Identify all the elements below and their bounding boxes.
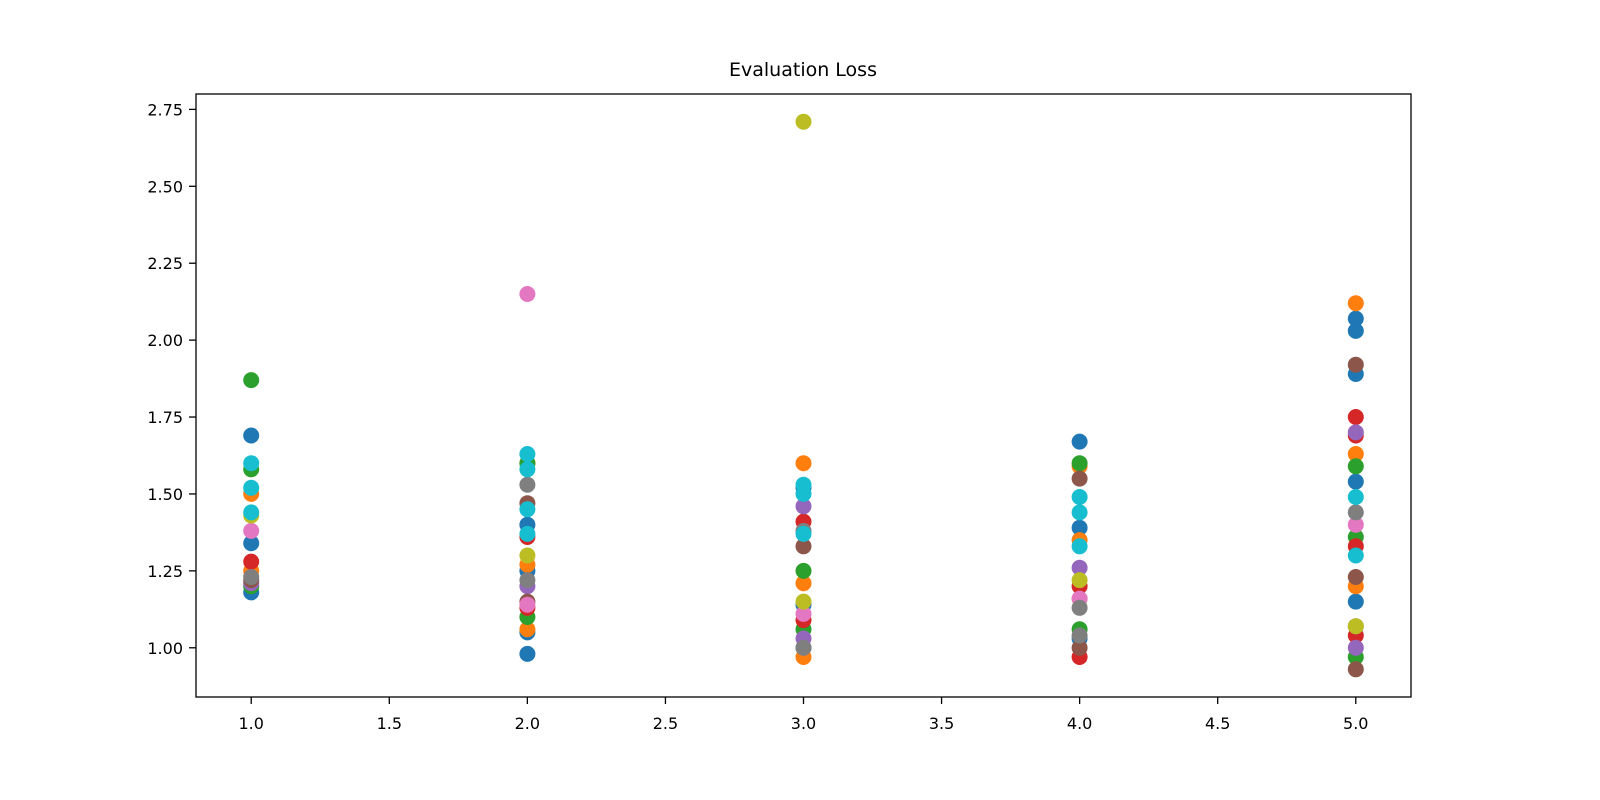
data-point (1347, 458, 1364, 475)
data-point (795, 639, 812, 656)
data-point (519, 286, 536, 302)
y-tick-label: 1.75 (147, 408, 183, 427)
data-point (1347, 473, 1364, 490)
data-point (243, 569, 260, 585)
x-tick-label: 1.0 (239, 714, 264, 733)
data-point (243, 455, 260, 472)
data-point (795, 575, 812, 592)
data-point (1071, 639, 1088, 656)
x-tick-label: 3.5 (929, 714, 954, 733)
data-point (243, 427, 260, 444)
data-point (1347, 516, 1364, 533)
data-point (243, 535, 260, 552)
data-point (1347, 661, 1364, 678)
data-point (1347, 547, 1364, 564)
data-point (1071, 470, 1088, 487)
data-point (243, 372, 260, 389)
x-tick-label: 2.5 (653, 714, 678, 733)
data-point (1071, 455, 1088, 472)
y-tick-label: 1.00 (147, 639, 183, 658)
data-point (795, 525, 812, 542)
data-point (1347, 489, 1364, 505)
data-point (1071, 519, 1088, 536)
data-point (795, 538, 812, 555)
x-tick-label: 3.0 (791, 714, 816, 733)
data-point (1071, 572, 1088, 589)
x-tick-label: 1.5 (377, 714, 402, 733)
y-tick-label: 2.50 (147, 177, 183, 196)
data-point (795, 113, 812, 130)
x-tick-label: 5.0 (1343, 714, 1368, 733)
data-point (1347, 356, 1364, 373)
chart-title: Evaluation Loss (729, 59, 877, 81)
data-point (1347, 618, 1364, 635)
data-point (1071, 559, 1088, 576)
x-tick-label: 2.0 (515, 714, 540, 733)
data-point (1071, 538, 1088, 555)
data-point (519, 596, 536, 613)
data-point (243, 504, 260, 521)
data-point (243, 479, 260, 496)
data-point (243, 553, 260, 570)
data-point (1347, 504, 1364, 521)
y-axis: 1.00 1.25 1.50 1.75 2.00 2.25 2.50 2.75 (147, 100, 196, 658)
x-tick-label: 4.5 (1205, 714, 1230, 733)
y-tick-label: 1.50 (147, 485, 183, 504)
data-point (1347, 424, 1364, 441)
data-point (1347, 593, 1364, 610)
y-tick-label: 2.75 (147, 100, 183, 119)
data-point (1071, 504, 1088, 521)
x-tick-label: 4.0 (1067, 714, 1092, 733)
data-point (519, 501, 536, 518)
data-points (243, 113, 1364, 678)
y-tick-label: 1.25 (147, 562, 183, 581)
plot-area-frame (195, 93, 1412, 698)
data-point (795, 455, 812, 472)
data-point (795, 476, 812, 493)
data-point (243, 522, 260, 539)
data-point (1071, 627, 1088, 644)
data-point (519, 525, 536, 542)
data-point (795, 593, 812, 610)
data-point (1071, 489, 1088, 505)
data-point (1347, 322, 1364, 339)
data-point (519, 461, 536, 478)
data-point (795, 562, 812, 579)
data-point (795, 498, 812, 515)
data-point (519, 572, 536, 589)
data-point (1071, 433, 1088, 450)
data-point (1347, 409, 1364, 425)
x-axis: 1.0 1.5 2.0 2.5 3.0 3.5 4.0 4.5 5.0 (239, 697, 1368, 733)
data-point (1347, 295, 1364, 312)
data-point (1347, 639, 1364, 656)
data-point (519, 621, 536, 638)
data-point (1347, 569, 1364, 585)
data-point (519, 476, 536, 493)
y-tick-label: 2.25 (147, 254, 183, 273)
data-point (1347, 310, 1364, 327)
y-tick-label: 2.00 (147, 331, 183, 350)
data-point (1071, 599, 1088, 616)
data-point (519, 547, 536, 564)
data-point (519, 645, 536, 662)
data-point (519, 446, 536, 462)
data-point (795, 605, 812, 622)
data-point (1347, 446, 1364, 462)
